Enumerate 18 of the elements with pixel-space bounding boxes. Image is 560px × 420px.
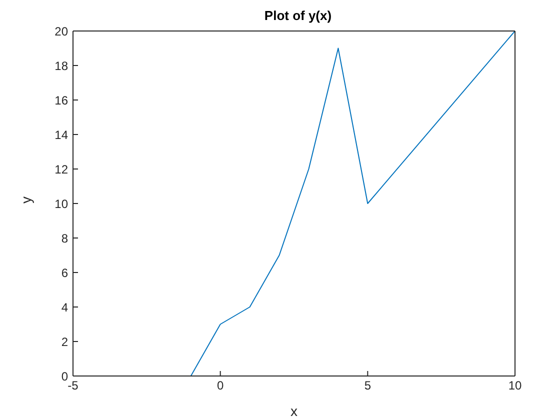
y-tick-label: 18 <box>54 58 68 73</box>
y-tick-label: 14 <box>54 128 68 142</box>
y-tick-label: 6 <box>61 266 68 280</box>
x-tick-label: -5 <box>68 378 79 393</box>
y-tick-label: 8 <box>61 231 68 246</box>
x-tick-label: 10 <box>508 378 522 393</box>
x-axis-title: x <box>290 403 298 419</box>
y-tick-label: 0 <box>61 369 68 384</box>
x-tick-label: 0 <box>216 378 224 393</box>
y-tick-label: 10 <box>54 196 68 211</box>
y-tick-label: 12 <box>54 162 68 176</box>
chart-title: Plot of y(x) <box>263 8 333 23</box>
y-tick-label: 16 <box>54 93 68 108</box>
y-tick-label: 20 <box>54 24 68 38</box>
x-tick-label: 5 <box>364 378 372 393</box>
y-tick-label: 2 <box>61 334 68 349</box>
y-axis-title: y <box>18 196 34 204</box>
y-tick-label: 4 <box>61 300 68 314</box>
